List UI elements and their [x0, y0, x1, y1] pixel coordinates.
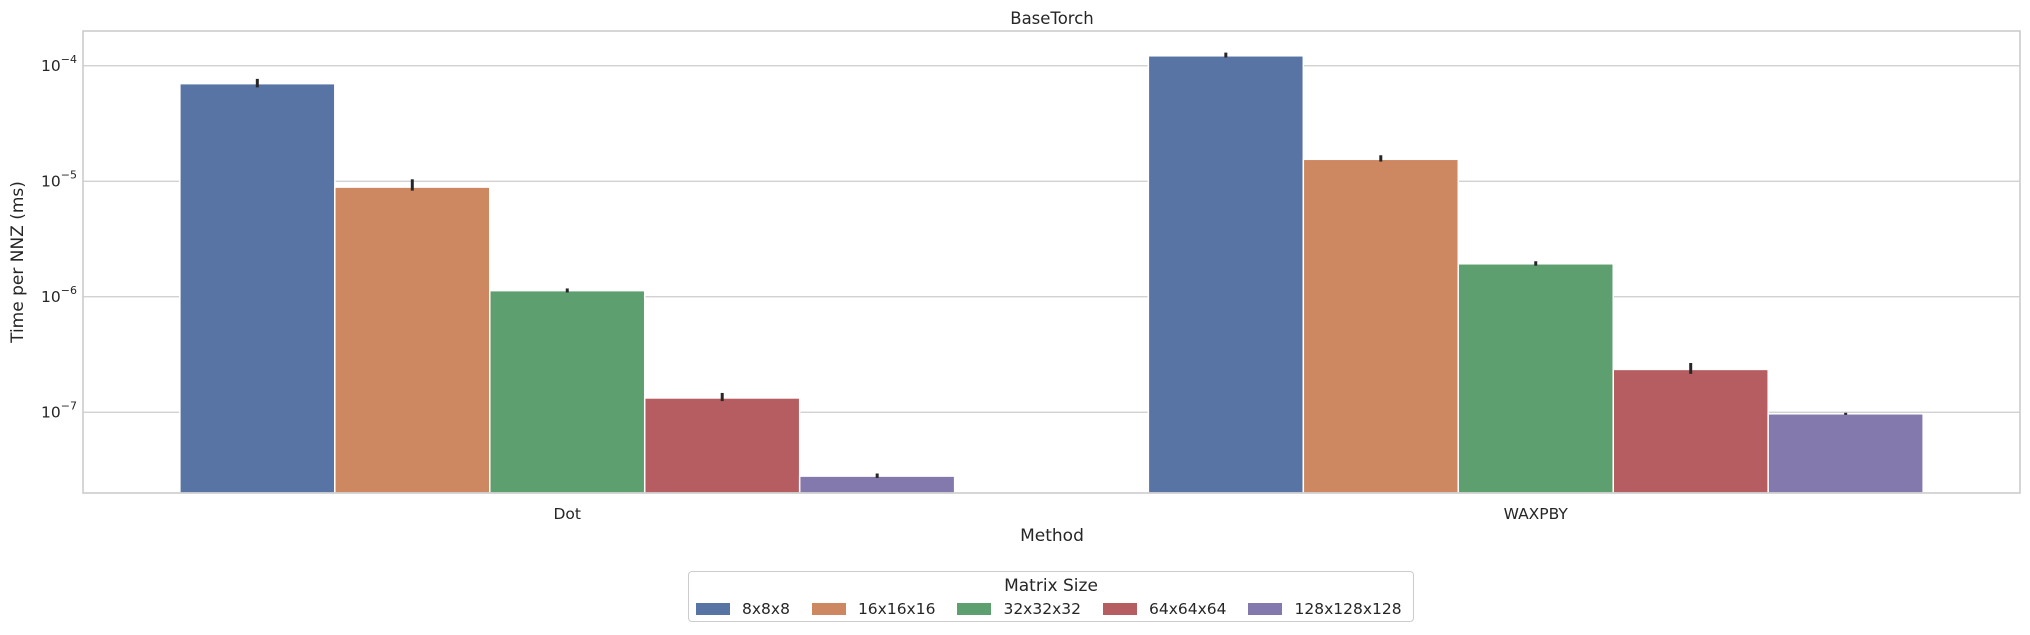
legend-swatch	[1248, 603, 1283, 615]
legend-title: Matrix Size	[1004, 576, 1098, 596]
bar-dot-8x8x8	[179, 82, 336, 494]
x-tick-labels: Dot WAXPBY	[554, 505, 1569, 523]
bar-dot-128x128x128	[798, 475, 956, 494]
legend-label: 128x128x128	[1294, 600, 1402, 618]
bar-waxpby-128x128x128	[1767, 413, 1924, 494]
bar-waxpby-8x8x8	[1147, 55, 1305, 494]
y-axis-label: Time per NNZ (ms)	[8, 181, 28, 344]
x-axis-label: Method	[1020, 526, 1084, 546]
legend: Matrix Size 8x8x8 16x16x16 32x32x32 64x64x6…	[688, 571, 1414, 622]
y-tick-label: 10−6	[41, 284, 77, 306]
legend-swatch	[1102, 603, 1137, 615]
legend-swatch	[811, 603, 846, 615]
legend-label: 8x8x8	[742, 600, 790, 618]
legend-item: 8x8x8	[696, 600, 790, 618]
chart-title: BaseTorch	[1010, 9, 1094, 28]
bars	[179, 55, 1924, 494]
legend-label: 16x16x16	[857, 600, 936, 618]
y-tick-label: 10−5	[41, 168, 77, 190]
legend-swatch	[957, 603, 992, 615]
bar-waxpby-64x64x64	[1612, 368, 1769, 494]
legend-item: 128x128x128	[1248, 600, 1402, 618]
legend-label: 32x32x32	[1003, 600, 1081, 618]
legend-swatch	[696, 603, 730, 615]
bar-dot-64x64x64	[643, 397, 801, 494]
error-bars	[255, 52, 1848, 478]
x-tick-label: WAXPBY	[1504, 505, 1569, 523]
bar-dot-32x32x32	[489, 289, 646, 494]
bar-waxpby-16x16x16	[1302, 158, 1460, 494]
plot-frame	[82, 30, 2021, 494]
legend-item: 16x16x16	[811, 600, 936, 618]
x-tick-label: Dot	[554, 505, 582, 523]
legend-item: 64x64x64	[1102, 600, 1227, 618]
legend-item: 32x32x32	[957, 600, 1081, 618]
y-tick-labels: 10−7 10−6 10−5 10−4	[41, 53, 77, 421]
bar-dot-16x16x16	[334, 186, 491, 494]
y-tick-label: 10−4	[41, 53, 77, 75]
legend-items: 8x8x8 16x16x16 32x32x32 64x64x64 128x128x128	[696, 600, 1424, 618]
legend-label: 64x64x64	[1148, 600, 1227, 618]
bar-waxpby-32x32x32	[1457, 263, 1614, 494]
y-tick-label: 10−7	[41, 399, 77, 421]
